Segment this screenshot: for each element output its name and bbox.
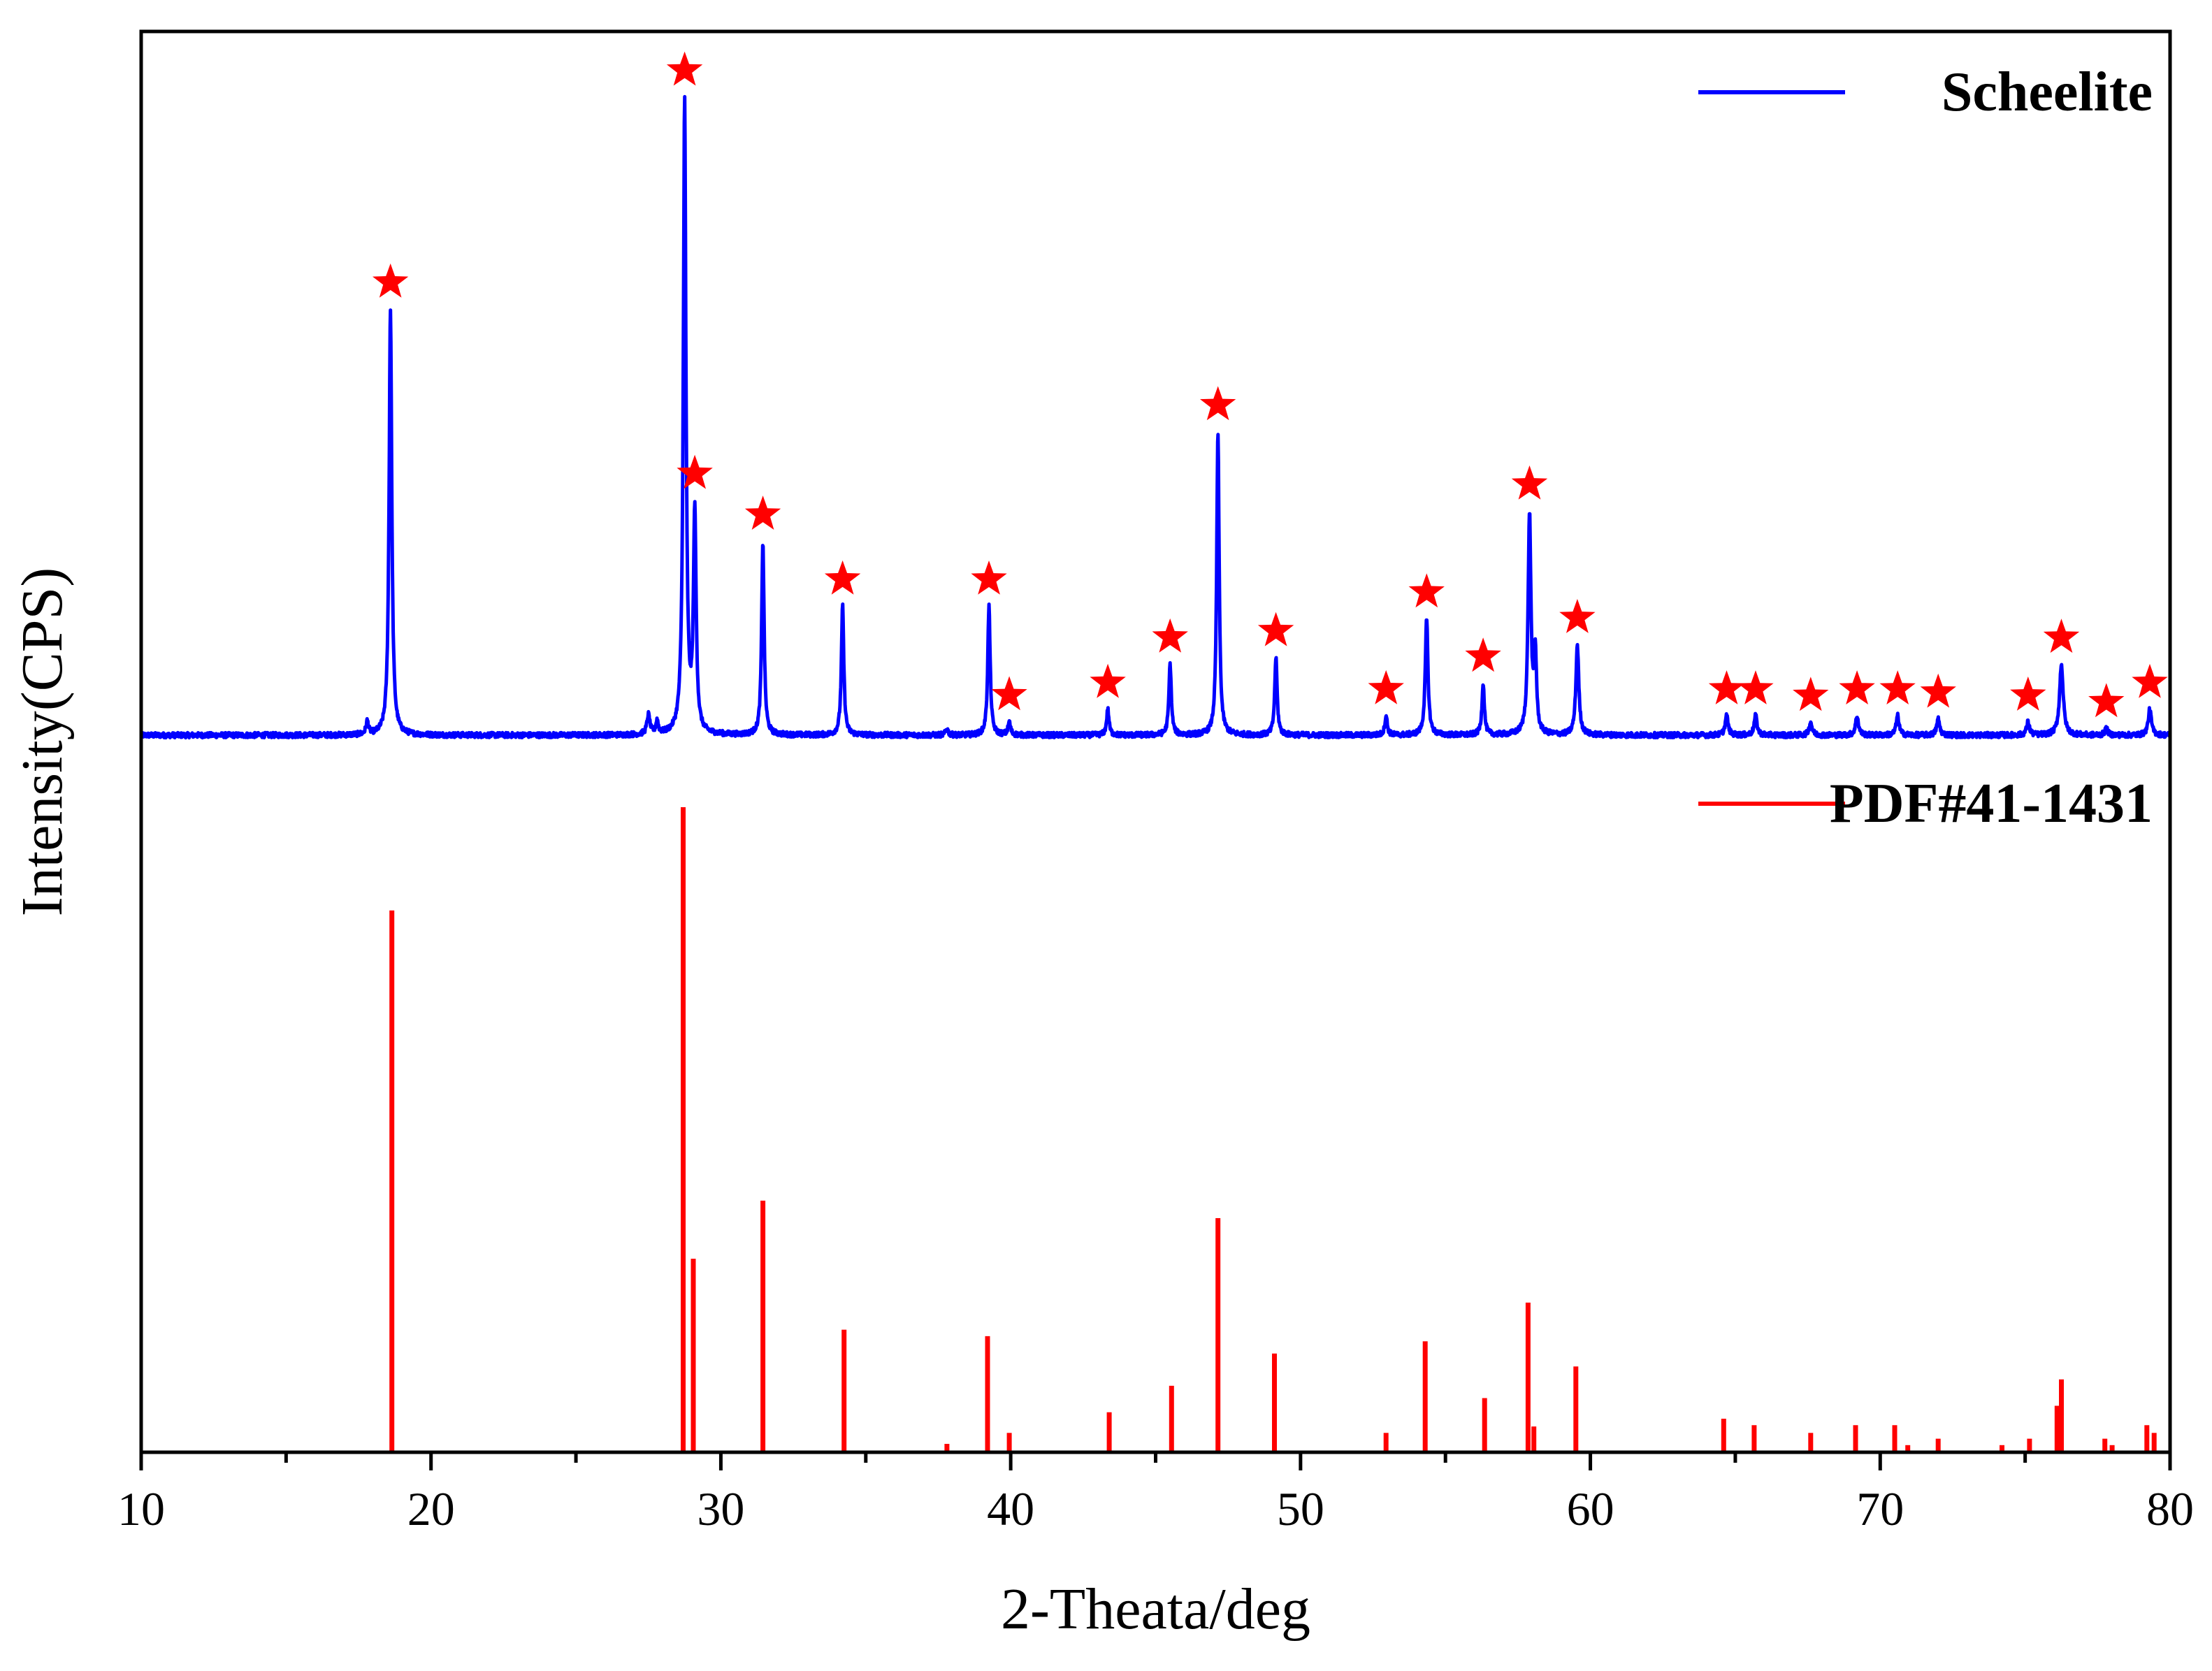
x-tick-label: 20: [407, 1482, 455, 1535]
peak-star-marker: [1793, 677, 1829, 711]
peak-star-marker: [666, 51, 703, 86]
peak-star-marker: [1368, 670, 1404, 704]
x-tick-label: 50: [1277, 1482, 1324, 1535]
peak-star-marker: [1257, 612, 1294, 646]
peak-star-marker: [824, 560, 861, 595]
peak-star-marker: [744, 495, 781, 530]
peak-star-marker: [1152, 618, 1188, 653]
series-line-scheelite: [139, 94, 2172, 740]
x-axis-ticks: 10 20 30 40 50 60 70 80: [117, 1452, 2194, 1535]
peak-star-marker: [2010, 677, 2046, 711]
peak-star-marker: [1737, 670, 1774, 704]
y-axis-title: Intensity(CPS): [10, 567, 75, 916]
peak-star-marker: [1200, 386, 1236, 421]
star-marker-layer: [373, 51, 2168, 718]
x-tick-label: 70: [1856, 1482, 1904, 1535]
peak-star-marker: [1920, 673, 1956, 708]
x-tick-label: 10: [117, 1482, 165, 1535]
peak-star-marker: [1511, 465, 1548, 500]
x-tick-label: 80: [2146, 1482, 2194, 1535]
series-layer: [139, 94, 2172, 1452]
peak-star-marker: [991, 676, 1027, 711]
legend: Scheelite PDF#41-1431: [1698, 62, 2153, 834]
x-tick-label: 30: [697, 1482, 744, 1535]
peak-star-marker: [2088, 683, 2125, 718]
peak-star-marker: [373, 263, 409, 298]
legend-label-scheelite: Scheelite: [1942, 62, 2153, 123]
peak-star-marker: [1408, 573, 1445, 608]
x-axis-title: 2-Theata/deg: [1001, 1577, 1310, 1642]
peak-star-marker: [2043, 619, 2080, 653]
peak-star-marker: [1839, 670, 1875, 704]
peak-star-marker: [1465, 637, 1501, 672]
peak-star-marker: [677, 454, 713, 489]
peak-star-marker: [1879, 670, 1916, 704]
peak-star-marker: [1708, 670, 1745, 704]
peak-star-marker: [1559, 599, 1596, 633]
legend-label-pdf: PDF#41-1431: [1830, 773, 2153, 834]
peak-star-marker: [1090, 663, 1126, 698]
peak-star-marker: [2132, 663, 2168, 698]
peak-star-marker: [971, 560, 1007, 595]
x-tick-label: 40: [987, 1482, 1034, 1535]
x-tick-label: 60: [1567, 1482, 1614, 1535]
